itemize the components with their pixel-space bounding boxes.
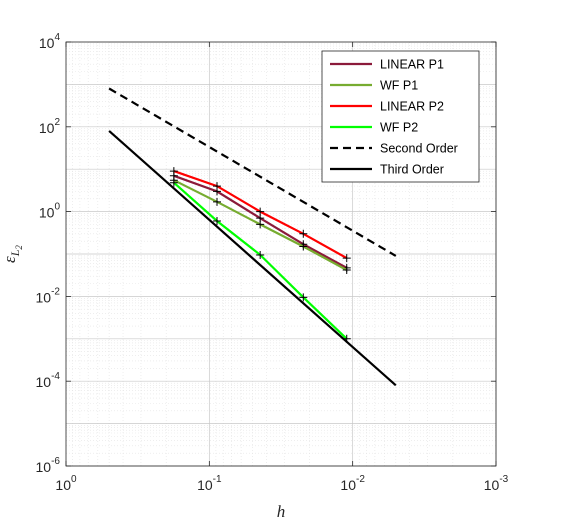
ticks	[65, 41, 497, 467]
y-tick-label: 10-4	[36, 371, 61, 390]
y-tick-label-base: 10	[39, 35, 55, 51]
series-line	[108, 130, 397, 387]
y-axis-label-main: ε	[0, 256, 19, 263]
y-axis-label: εL2	[0, 245, 24, 263]
y-tick-label: 104	[39, 32, 61, 51]
legend-entry-label: WF P1	[380, 79, 418, 93]
data-point-marker	[256, 207, 265, 216]
data-point-marker	[169, 178, 178, 187]
legend-entry-label: LINEAR P1	[380, 58, 444, 72]
x-tick-label-base: 10	[484, 477, 500, 493]
x-tick-label: 10-2	[340, 474, 365, 493]
x-tick-label-base: 10	[55, 477, 71, 493]
data-point-marker	[256, 220, 265, 229]
legend-entry-label: LINEAR P2	[380, 100, 444, 114]
legend: LINEAR P1 WF P1 LINEAR P2 WF P2 Second Order…	[321, 50, 480, 183]
y-tick-label-exponent: 0	[54, 202, 60, 213]
y-tick-label: 100	[39, 202, 61, 221]
grid	[66, 42, 497, 467]
x-tick-label-base: 10	[197, 477, 213, 493]
legend-entry-label: WF P2	[380, 121, 418, 135]
y-tick-label-base: 10	[36, 289, 52, 305]
y-tick-label: 102	[39, 117, 61, 136]
x-axis-label: h	[277, 502, 286, 521]
data-point-marker	[213, 217, 222, 226]
y-tick-label-exponent: -6	[51, 456, 60, 467]
y-tick-label: 10-2	[36, 286, 61, 305]
y-axis-label-subsub: 2	[14, 245, 24, 250]
x-tick-label-exponent: 0	[71, 474, 77, 485]
y-tick-label-exponent: -2	[51, 286, 60, 297]
data-point-marker	[342, 254, 351, 263]
y-axis-label-sub: L	[8, 249, 22, 257]
y-tick-label-base: 10	[39, 120, 55, 136]
x-tick-label: 10-3	[484, 474, 509, 493]
y-tick-label: 10-6	[36, 456, 61, 475]
data-point-marker	[299, 229, 308, 238]
y-tick-label-exponent: 2	[54, 117, 60, 128]
y-tick-label-base: 10	[36, 374, 52, 390]
series-second-order	[108, 87, 397, 257]
data-point-marker	[169, 167, 178, 176]
series-layer	[108, 87, 397, 387]
data-point-marker	[299, 293, 308, 302]
x-tick-label-base: 10	[340, 477, 356, 493]
data-point-marker	[213, 182, 222, 191]
x-tick-label-exponent: -2	[356, 474, 365, 485]
series-line	[108, 87, 397, 257]
plot-frame	[65, 41, 497, 467]
y-tick-label-exponent: -4	[51, 371, 60, 382]
x-tick-label: 10-1	[197, 474, 222, 493]
legend-box	[321, 50, 480, 183]
x-tick-label-exponent: -1	[213, 474, 222, 485]
legend-entry-label: Third Order	[380, 163, 444, 177]
legend-entry-label: Second Order	[380, 142, 458, 156]
x-tick-label-exponent: -3	[499, 474, 508, 485]
data-point-marker	[256, 250, 265, 259]
data-point-marker	[299, 242, 308, 251]
data-point-marker	[213, 197, 222, 206]
series-third-order	[108, 130, 397, 387]
data-point-marker	[342, 265, 351, 274]
y-tick-label-exponent: 4	[54, 32, 60, 43]
y-tick-label-base: 10	[39, 205, 55, 221]
series-linear-p2	[169, 167, 351, 263]
x-tick-label: 100	[55, 474, 77, 493]
y-tick-label-base: 10	[36, 459, 52, 475]
